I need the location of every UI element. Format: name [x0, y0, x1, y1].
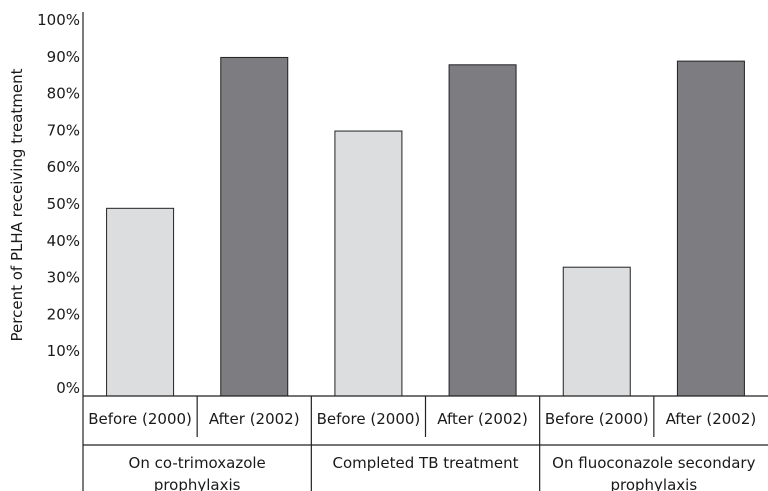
y-tick-label: 70% [47, 121, 80, 139]
bar-before [334, 130, 403, 397]
y-tick-label: 100% [37, 11, 80, 29]
group-label: Completed TB treatment [332, 454, 518, 472]
axes [82, 12, 768, 491]
bar-category-label: Before (2000) [317, 410, 421, 428]
y-tick-label: 20% [47, 305, 80, 323]
group-label: prophylaxis [154, 476, 241, 491]
bar-category-label: After (2002) [666, 410, 757, 428]
bars [106, 56, 745, 397]
x-axis-labels: Before (2000) After (2002) Before (2000) Af… [88, 410, 756, 491]
bar-after [676, 60, 745, 397]
bar-before [562, 266, 631, 397]
y-tick-label: 0% [56, 379, 80, 397]
bar-category-label: After (2002) [437, 410, 528, 428]
bar-after [448, 64, 517, 397]
bar-after [220, 56, 289, 397]
group-label: prophylaxis [610, 476, 697, 491]
y-axis-ticks: 0% 10% 20% 30% 40% 50% 60% 70% 80% 90% 100% [37, 11, 80, 397]
bar-before [106, 207, 175, 397]
y-tick-label: 10% [47, 342, 80, 360]
bar-category-label: After (2002) [209, 410, 300, 428]
group-label: On fluoconazole secondary [552, 454, 755, 472]
bar-category-label: Before (2000) [88, 410, 192, 428]
y-tick-label: 90% [47, 48, 80, 66]
y-tick-label: 60% [47, 158, 80, 176]
y-tick-label: 50% [47, 195, 80, 213]
bar-category-label: Before (2000) [545, 410, 649, 428]
y-tick-label: 80% [47, 85, 80, 103]
y-axis-label: Percent of PLHA receiving treatment [8, 68, 26, 341]
group-label: On co-trimoxazole [129, 454, 266, 472]
y-tick-label: 40% [47, 232, 80, 250]
y-tick-label: 30% [47, 269, 80, 287]
